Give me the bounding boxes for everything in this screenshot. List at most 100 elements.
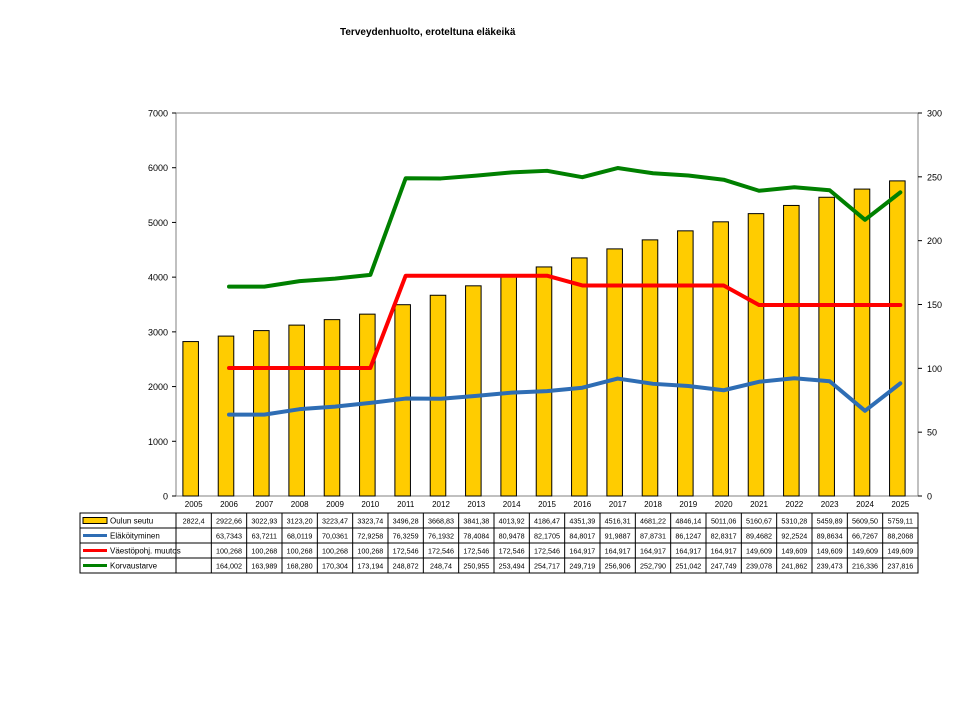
y-right-tick-label: 0 [927, 492, 932, 502]
data-table-cell: 63,7343 [216, 532, 242, 541]
data-table-cell: 164,917 [569, 547, 595, 556]
data-table-cell: 100,268 [322, 547, 348, 556]
data-table-cell: 66,7267 [852, 532, 878, 541]
data-table-cell: 164,002 [216, 562, 242, 571]
bar [641, 239, 659, 497]
y-left-tick-label: 2000 [148, 382, 168, 392]
data-table-cell: 248,74 [430, 562, 452, 571]
data-table-cell: 248,872 [393, 562, 419, 571]
data-table-cell: 163,989 [251, 562, 277, 571]
data-table-cell: 3022,93 [251, 517, 277, 526]
legend-label: Korvaustarve [110, 562, 158, 571]
x-tick-label: 2010 [361, 500, 379, 509]
legend-label: Eläköityminen [110, 532, 160, 541]
y-right-tick-label: 200 [927, 236, 942, 246]
bar [429, 294, 447, 497]
y-left-tick-label: 3000 [148, 327, 168, 337]
x-tick-label: 2024 [856, 500, 874, 509]
data-table-cell: 76,1932 [428, 532, 454, 541]
x-tick-label: 2022 [785, 500, 803, 509]
x-tick-label: 2025 [891, 500, 909, 509]
data-table-cell: 172,546 [428, 547, 454, 556]
data-table-cell: 70,0361 [322, 532, 348, 541]
data-table-cell: 4013,92 [499, 517, 525, 526]
series-line [227, 166, 903, 289]
data-table-cell: 89,8634 [817, 532, 843, 541]
series-line [227, 376, 903, 417]
x-tick-label: 2009 [326, 500, 344, 509]
data-table-cell: 249,719 [569, 562, 595, 571]
data-table-cell: 149,609 [781, 547, 807, 556]
series-line [227, 273, 903, 370]
data-table-cell: 170,304 [322, 562, 348, 571]
chart-title: Terveydenhuolto, eroteltuna eläkeikä [340, 27, 516, 38]
legend-key-bar [82, 517, 108, 524]
bar [182, 341, 199, 497]
data-table-cell: 5759,11 [888, 517, 913, 526]
data-table-cell: 100,268 [357, 547, 383, 556]
x-tick-label: 2014 [503, 500, 521, 509]
data-table-cell: 239,473 [817, 562, 843, 571]
y-right-tick-label: 250 [927, 172, 942, 182]
y-left-tick-label: 0 [163, 492, 168, 502]
x-tick-label: 2013 [467, 500, 485, 509]
x-tick-label: 2012 [432, 500, 450, 509]
y-right-tick-label: 50 [927, 428, 937, 438]
data-table-cell: 5310,28 [781, 517, 807, 526]
data-table-cell: 252,790 [640, 562, 666, 571]
data-table-cell: 251,042 [675, 562, 701, 571]
legend-label: Oulun seutu [110, 517, 153, 526]
x-tick-label: 2015 [538, 500, 556, 509]
bar [606, 248, 623, 497]
x-tick-label: 2020 [715, 500, 733, 509]
x-tick-label: 2008 [291, 500, 309, 509]
y-left-tick-label: 5000 [148, 218, 168, 228]
data-table-cell: 3841,38 [463, 517, 489, 526]
bar [747, 213, 765, 497]
data-table-cell: 5160,67 [746, 517, 772, 526]
data-table-cell: 241,862 [781, 562, 807, 571]
data-table-cell: 86,1247 [675, 532, 701, 541]
data-table-cell: 164,917 [640, 547, 666, 556]
data-table-cell: 5609,50 [852, 517, 878, 526]
data-table-cell: 239,078 [746, 562, 772, 571]
y-right-tick-label: 300 [927, 109, 942, 119]
data-table-cell: 256,906 [605, 562, 631, 571]
y-left-tick-label: 1000 [148, 437, 168, 447]
bar [677, 230, 694, 497]
data-table-cell: 172,546 [463, 547, 489, 556]
x-tick-label: 2018 [644, 500, 662, 509]
x-tick-label: 2017 [609, 500, 627, 509]
data-table-cell: 237,816 [887, 562, 913, 571]
bar [783, 204, 800, 497]
data-table-cell: 216,336 [852, 562, 878, 571]
data-table-cell: 5459,89 [817, 517, 843, 526]
data-table-cell: 100,268 [287, 547, 313, 556]
data-table-cell: 254,717 [534, 562, 560, 571]
x-tick-label: 2005 [185, 500, 203, 509]
data-table-cell: 84,8017 [569, 532, 595, 541]
data-table-cell: 76,3259 [393, 532, 419, 541]
data-table-cell: 2922,66 [216, 517, 242, 526]
data-table-cell: 4846,14 [675, 517, 701, 526]
data-table-cell: 149,609 [887, 547, 913, 556]
y-right-tick-label: 150 [927, 300, 942, 310]
y-left-tick-label: 4000 [148, 273, 168, 283]
data-table-cell: 149,609 [852, 547, 878, 556]
bar [535, 266, 553, 497]
data-table-cell: 2822,4 [183, 517, 205, 526]
data-table-cell: 80,9478 [499, 532, 525, 541]
data-table-cell: 3668,83 [428, 517, 454, 526]
data-table-cell: 100,268 [251, 547, 277, 556]
x-tick-label: 2016 [573, 500, 591, 509]
x-tick-label: 2007 [255, 500, 273, 509]
data-table-cell: 172,546 [393, 547, 419, 556]
data-table-cell: 5011,06 [711, 517, 736, 526]
data-table-cell: 247,749 [711, 562, 737, 571]
data-table-cell: 149,609 [746, 547, 772, 556]
data-table-cell: 3223,47 [322, 517, 348, 526]
y-left-tick-label: 6000 [148, 163, 168, 173]
data-table-cell: 4681,22 [640, 517, 666, 526]
